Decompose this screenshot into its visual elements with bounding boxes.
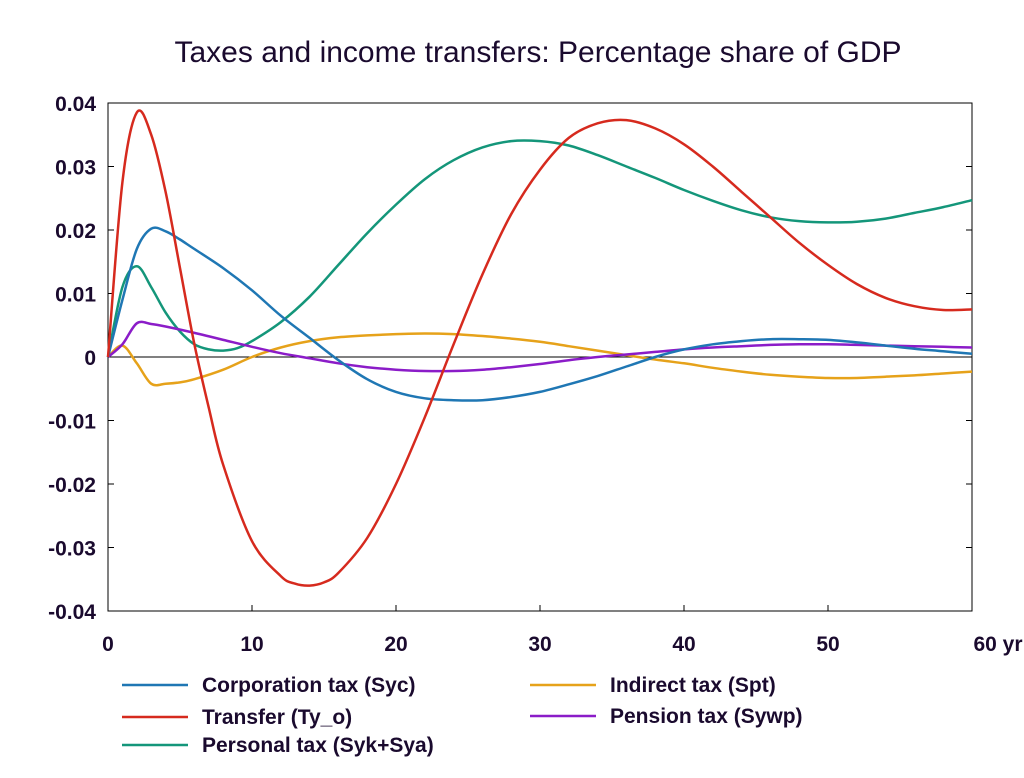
series-line <box>106 226 973 402</box>
legend-label: Pension tax (Sywp) <box>610 705 803 728</box>
legend-label: Personal tax (Syk+Sya) <box>202 734 434 757</box>
series-lines <box>106 109 973 587</box>
legend-label: Transfer (Ty_o) <box>202 706 352 729</box>
chart-title: Taxes and income transfers: Percentage s… <box>174 36 901 69</box>
x-tick-label: 0 <box>102 633 114 656</box>
y-tick-label: -0.02 <box>48 474 96 497</box>
y-tick-label: 0 <box>84 347 96 370</box>
y-tick-label: 0.02 <box>55 220 96 243</box>
y-tick-label: 0.04 <box>55 93 96 116</box>
y-tick-label: -0.01 <box>48 411 96 434</box>
x-tick-label: 60 yr <box>973 633 1022 656</box>
y-axis: 0.04 0.03 0.02 0.01 0 -0.01 -0.02 -0.03 -0.04 <box>48 93 972 624</box>
y-tick-label: -0.04 <box>48 601 96 624</box>
x-tick-label: 20 <box>384 633 407 656</box>
x-tick-label: 40 <box>672 633 695 656</box>
x-tick-label: 10 <box>240 633 263 656</box>
legend: Corporation tax (Syc) Transfer (Ty_o) Pers… <box>122 674 803 757</box>
x-tick-label: 30 <box>528 633 551 656</box>
y-tick-label: -0.03 <box>48 538 96 561</box>
series-line <box>107 320 973 373</box>
x-axis: 0 10 20 30 40 50 60 yr <box>102 605 1023 656</box>
series-line <box>107 332 973 387</box>
legend-label: Indirect tax (Spt) <box>610 674 776 697</box>
legend-label: Corporation tax (Syc) <box>202 674 416 697</box>
y-tick-label: 0.01 <box>55 284 96 307</box>
series-line <box>106 109 973 587</box>
x-tick-label: 50 <box>816 633 839 656</box>
y-tick-label: 0.03 <box>55 157 96 180</box>
series-line <box>106 139 973 358</box>
